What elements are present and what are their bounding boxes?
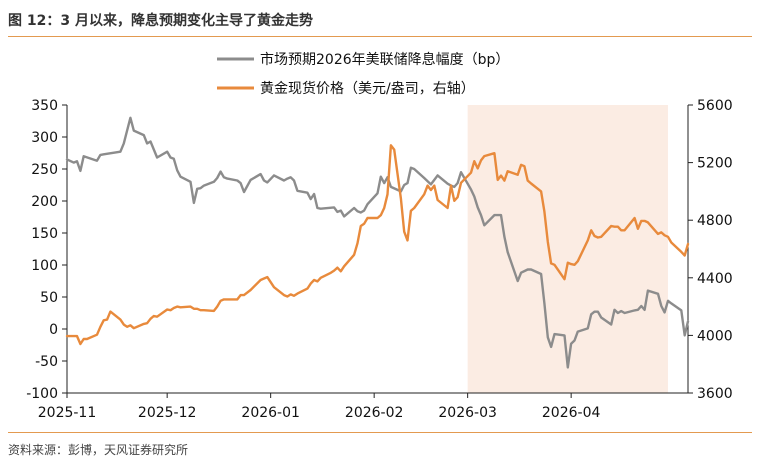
- right-tick-label: 5200: [697, 156, 733, 172]
- left-tick-label: 350: [31, 98, 58, 114]
- x-tick-label: 2026-01: [241, 405, 300, 421]
- figure-title: 图 12：3 月以来，降息预期变化主导了黄金走势: [8, 13, 313, 29]
- legend-label: 黄金现货价格（美元/盎司，右轴）: [260, 80, 475, 97]
- x-tick-label: 2026-04: [542, 405, 601, 421]
- right-tick-label: 4000: [697, 328, 733, 344]
- left-tick-label: 0: [49, 322, 58, 338]
- x-tick-label: 2026-03: [438, 405, 497, 421]
- left-tick-label: 200: [31, 194, 58, 210]
- x-tick-label: 2026-02: [345, 405, 404, 421]
- dual-axis-line-chart: 350 300 250 200 150 100 50 0 -50 -100 5600 5200 480…: [26, 51, 733, 421]
- left-tick-label: 250: [31, 162, 58, 178]
- shaded-period: [467, 105, 668, 393]
- left-tick-label: 50: [40, 290, 58, 306]
- right-tick-label: 5600: [697, 98, 733, 114]
- left-axis-ticks: 350 300 250 200 150 100 50 0 -50 -100: [26, 98, 67, 402]
- x-axis-ticks: 2025-11 2025-12 2026-01 2026-02 2026-03 2026-…: [38, 393, 601, 421]
- series-line-gold-price: [65, 144, 690, 346]
- right-tick-label: 4400: [697, 271, 733, 287]
- left-tick-label: 150: [31, 226, 58, 242]
- right-axis-ticks: 5600 5200 4800 4400 4000 3600: [688, 98, 733, 402]
- right-tick-label: 4800: [697, 213, 733, 229]
- left-tick-label: -100: [26, 386, 58, 402]
- source-note: 资料来源：彭博，天风证券研究所: [8, 443, 189, 457]
- series-line-rate-cut-expectation: [65, 116, 690, 369]
- series-lines: [65, 116, 690, 369]
- legend-label: 市场预期2026年美联储降息幅度（bp）: [260, 51, 509, 68]
- title-divider: [8, 36, 752, 37]
- legend: 市场预期2026年美联储降息幅度（bp） 黄金现货价格（美元/盎司，右轴）: [217, 51, 509, 97]
- left-tick-label: 100: [31, 258, 58, 274]
- source-divider: [8, 432, 752, 433]
- right-tick-label: 3600: [697, 386, 733, 402]
- left-tick-label: 300: [31, 130, 58, 146]
- x-tick-label: 2025-12: [138, 405, 197, 421]
- x-tick-label: 2025-11: [38, 405, 97, 421]
- left-tick-label: -50: [35, 354, 58, 370]
